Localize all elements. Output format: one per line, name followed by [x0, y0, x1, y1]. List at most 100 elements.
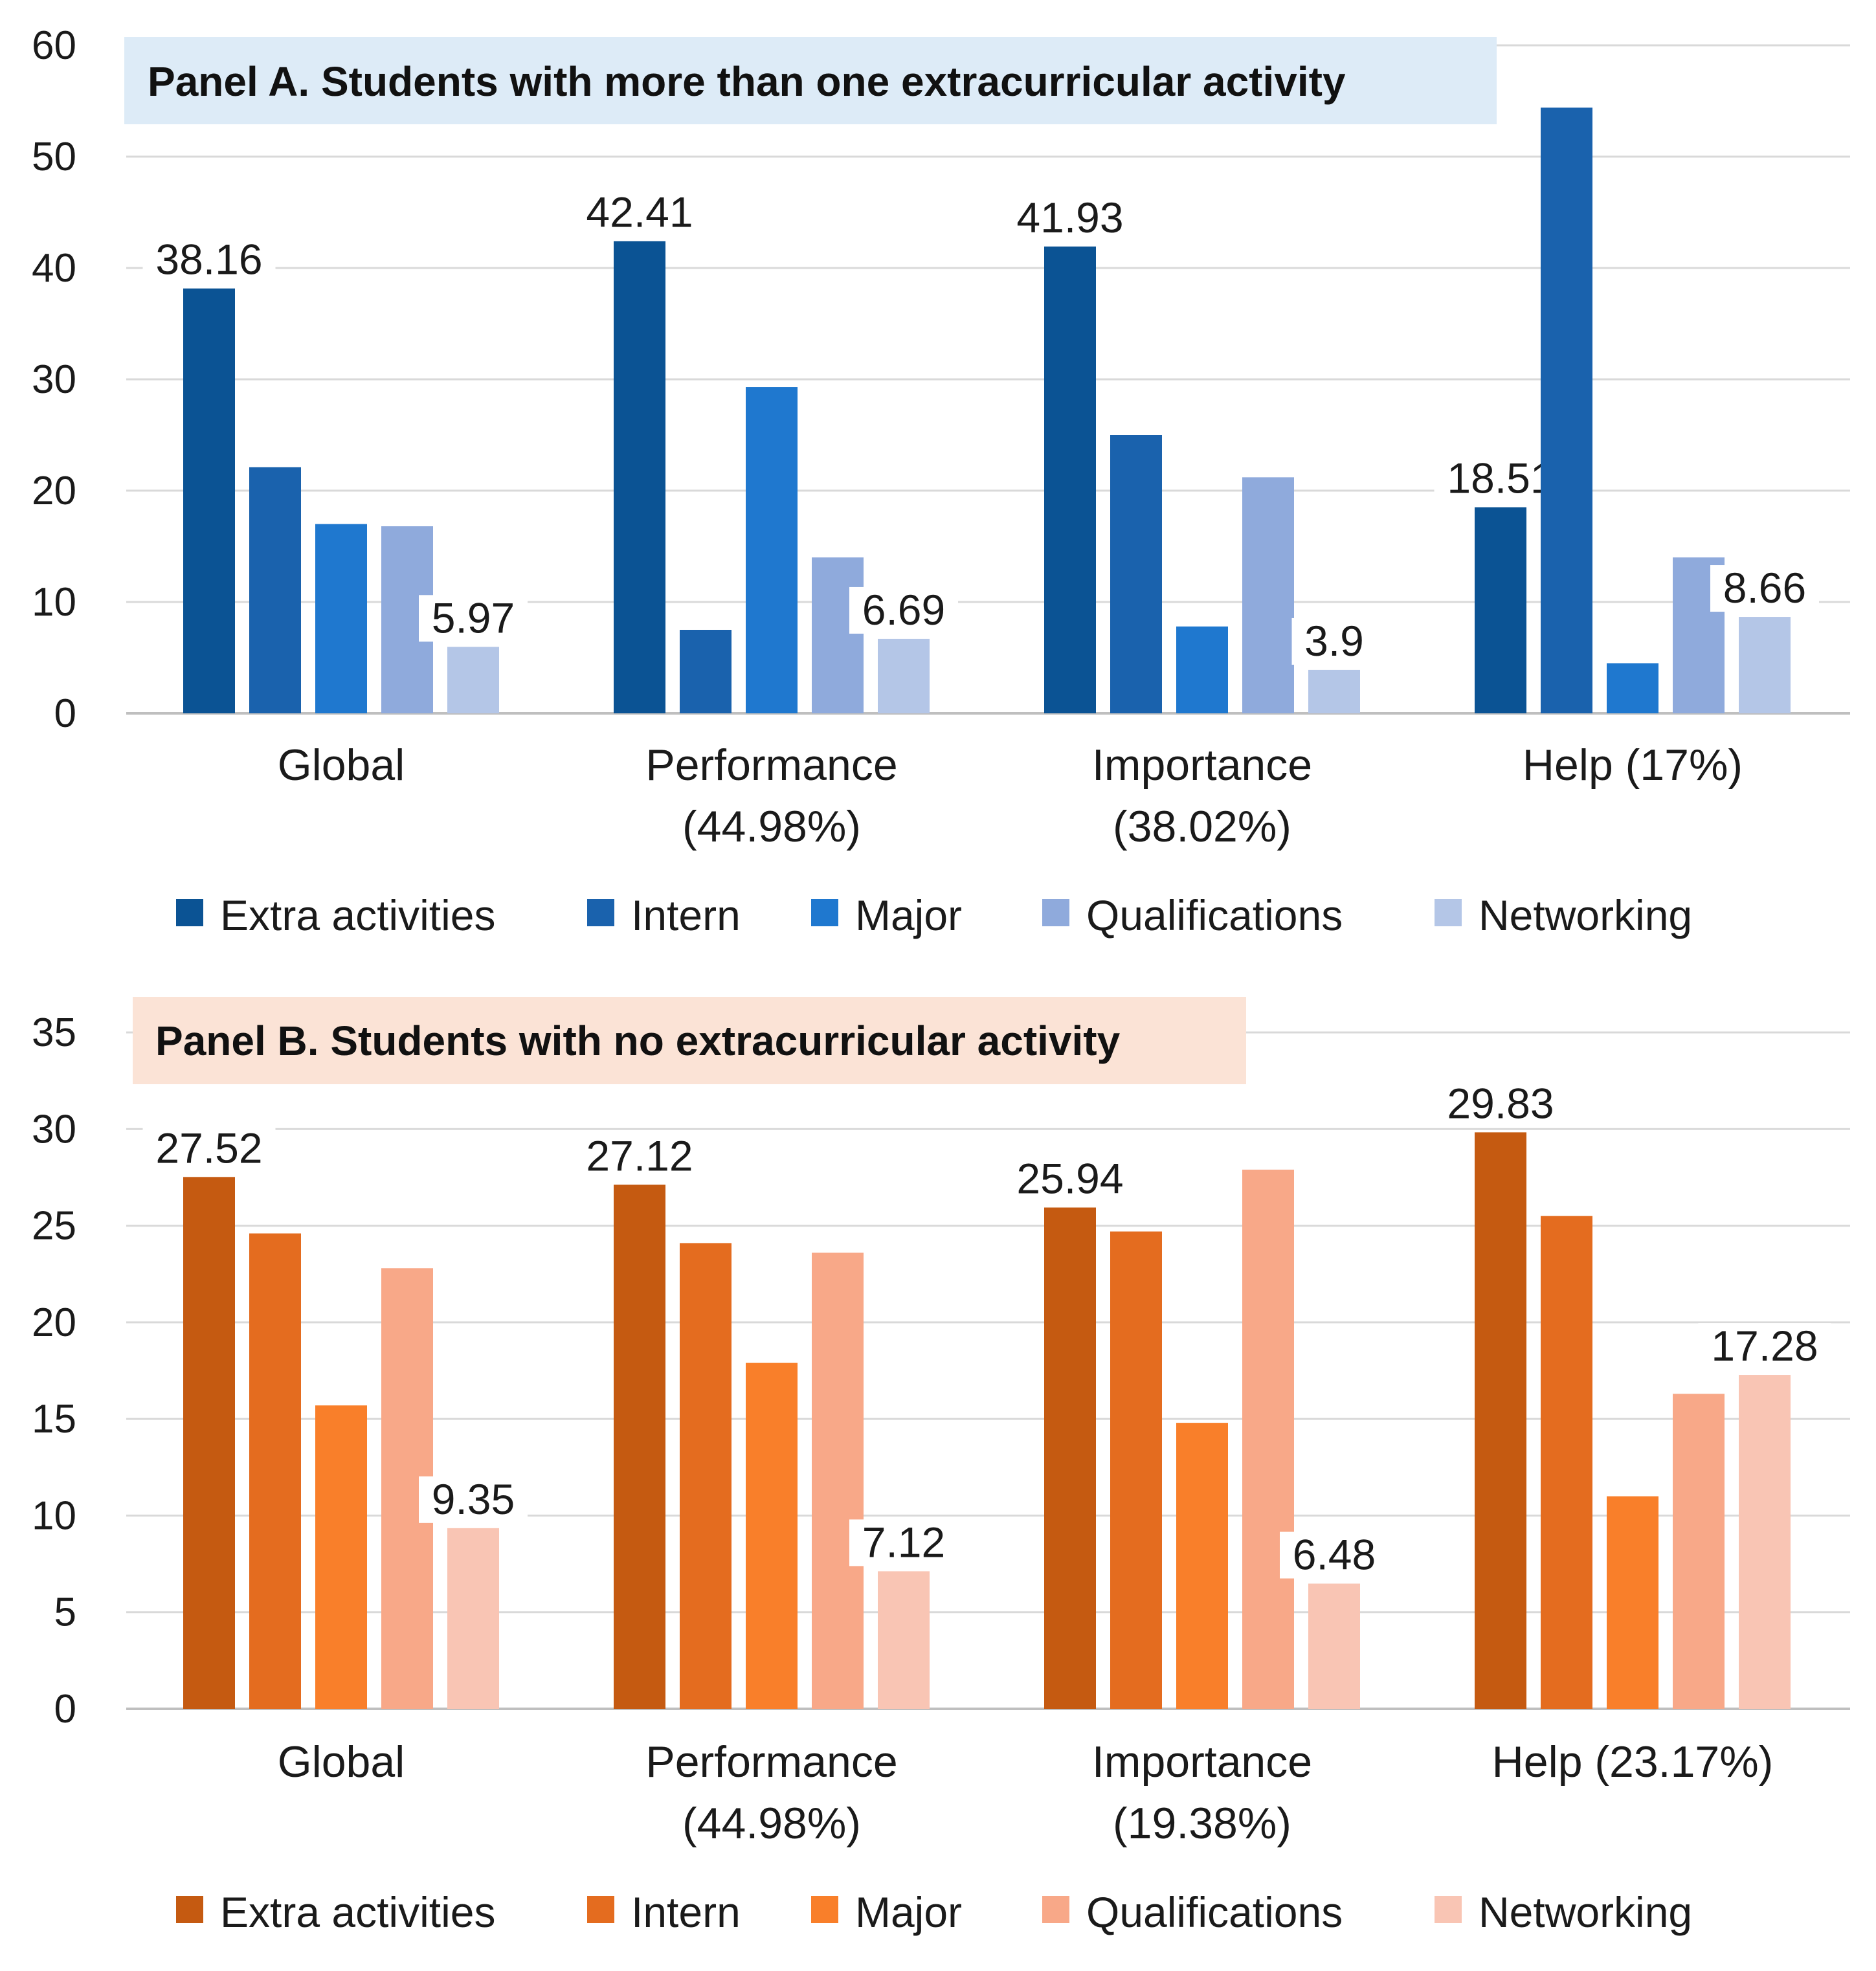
- y-tick-label: 30: [32, 1107, 76, 1152]
- data-label-background: [849, 1519, 958, 1566]
- data-label: 17.28: [1711, 1322, 1818, 1370]
- bar-extra-activities: [183, 1177, 235, 1709]
- legend-label: Intern: [631, 891, 741, 939]
- bar-extra-activities: [614, 241, 665, 714]
- legend-swatch: [811, 899, 838, 926]
- bar-intern: [1110, 1231, 1162, 1709]
- bar-major: [315, 1405, 367, 1709]
- data-label: 8.66: [1723, 564, 1806, 612]
- x-category-label: Help (23.17%): [1492, 1737, 1774, 1787]
- y-tick-label: 50: [32, 135, 76, 179]
- y-tick-label: 5: [54, 1590, 76, 1635]
- panel-b: 0 5 10 15 20 25 30 35 Panel B. Students with no …: [32, 997, 1850, 1936]
- legend-label: Networking: [1479, 1888, 1692, 1936]
- legend-label: Extra activities: [220, 1888, 495, 1936]
- panel-title-background: [124, 37, 1497, 124]
- data-label: 29.83: [1447, 1079, 1554, 1127]
- legend-label: Major: [855, 1888, 962, 1936]
- x-category-label: (44.98%): [682, 802, 861, 851]
- y-tick-label: 20: [32, 469, 76, 513]
- panel-a: 0 10 20 30 40 50 60 Panel A. Students with more…: [32, 23, 1850, 939]
- bar-networking: [1308, 669, 1360, 713]
- x-category-label: Importance: [1092, 1737, 1312, 1787]
- bar-intern: [680, 1243, 731, 1709]
- bar-networking: [878, 1571, 930, 1709]
- bar-networking: [1308, 1583, 1360, 1709]
- bar-intern: [680, 630, 731, 713]
- bar-extra-activities: [1044, 246, 1096, 714]
- data-label-background: [142, 236, 276, 284]
- bar-intern: [1541, 107, 1592, 713]
- bar-major: [746, 387, 798, 713]
- bar-networking: [1739, 1375, 1791, 1709]
- data-label: 5.97: [432, 594, 515, 641]
- bar-major: [315, 524, 367, 713]
- legend-swatch: [176, 899, 203, 926]
- x-category-label: Importance: [1092, 741, 1312, 790]
- legend-swatch: [1435, 1896, 1462, 1923]
- bar-extra-activities: [1475, 1132, 1526, 1709]
- bar-intern: [249, 467, 301, 713]
- data-label: 7.12: [862, 1518, 945, 1566]
- y-tick-label: 10: [32, 580, 76, 625]
- bar-intern: [1541, 1216, 1592, 1709]
- y-tick-label: 15: [32, 1397, 76, 1442]
- data-label-background: [1280, 1531, 1389, 1579]
- data-label: 3.9: [1304, 617, 1364, 665]
- legend-swatch: [1042, 899, 1069, 926]
- data-label: 42.41: [586, 188, 693, 236]
- x-category-label: (44.98%): [682, 1799, 861, 1848]
- legend-label: Qualifications: [1086, 1888, 1343, 1936]
- y-tick-label: 0: [54, 691, 76, 736]
- y-tick-label: 25: [32, 1204, 76, 1249]
- bar-extra-activities: [183, 288, 235, 713]
- y-tick-label: 35: [32, 1010, 76, 1055]
- bar-qualifications: [1673, 1394, 1725, 1709]
- legend-label: Intern: [631, 1888, 741, 1936]
- data-label: 41.93: [1016, 194, 1123, 241]
- data-label-background: [849, 586, 958, 634]
- y-tick-label: 30: [32, 357, 76, 402]
- y-tick-label: 20: [32, 1300, 76, 1345]
- x-category-label: Performance: [645, 741, 897, 790]
- data-label: 27.12: [586, 1131, 693, 1179]
- legend-label: Networking: [1479, 891, 1692, 939]
- y-tick-label: 0: [54, 1687, 76, 1732]
- bar-qualifications: [1242, 1169, 1294, 1709]
- data-label-background: [573, 189, 706, 236]
- bar-networking: [878, 638, 930, 713]
- data-label-background: [419, 1476, 528, 1523]
- data-label: 9.35: [432, 1475, 515, 1523]
- data-label-background: [1003, 1155, 1137, 1203]
- data-label-background: [1003, 194, 1137, 241]
- bar-qualifications: [812, 1253, 864, 1709]
- data-label: 6.69: [862, 586, 945, 634]
- panel-title-background: [133, 997, 1246, 1084]
- x-category-label: (19.38%): [1113, 1799, 1291, 1848]
- legend-swatch: [587, 899, 614, 926]
- x-category-label: (38.02%): [1113, 802, 1291, 851]
- data-label: 18.51: [1447, 454, 1554, 502]
- bar-extra-activities: [1044, 1207, 1096, 1709]
- x-category-label: Performance: [645, 1737, 897, 1787]
- bar-networking: [1739, 617, 1791, 713]
- legend-swatch: [176, 1896, 203, 1923]
- bar-networking: [447, 647, 499, 713]
- data-label: 25.94: [1016, 1155, 1123, 1203]
- data-label-background: [142, 1125, 276, 1172]
- bar-major: [1607, 663, 1658, 713]
- data-label-background: [1698, 1323, 1831, 1370]
- x-category-label: Global: [278, 1737, 405, 1787]
- data-label-background: [419, 595, 528, 642]
- data-label: 6.48: [1293, 1531, 1376, 1579]
- panel-title: Panel B. Students with no extracurricula…: [155, 1018, 1121, 1064]
- data-label-background: [1291, 618, 1377, 665]
- legend-swatch: [587, 1896, 614, 1923]
- data-label-background: [1434, 1080, 1567, 1128]
- bar-intern: [1110, 435, 1162, 713]
- legend-label: Qualifications: [1086, 891, 1343, 939]
- bar-networking: [447, 1528, 499, 1709]
- y-tick-label: 40: [32, 246, 76, 291]
- data-label: 38.16: [155, 236, 262, 284]
- legend-swatch: [811, 1896, 838, 1923]
